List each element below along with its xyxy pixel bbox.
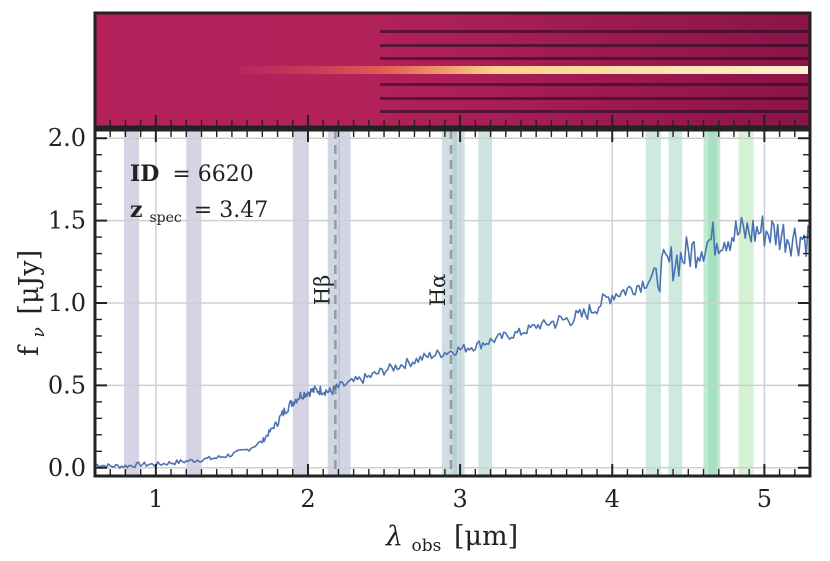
redshift-label: z [130,197,143,223]
spectrum-2d-dark-row [380,83,808,86]
spectrum-line [95,215,810,469]
redshift-sub: spec [150,210,182,226]
y-tick-label: 1.5 [48,207,86,235]
emission-line-label: Hβ [310,275,334,305]
plot-frame [93,128,812,478]
x-tick-label: 2 [300,485,315,513]
spectrum-1d-plot: Hβ Hα 1 2 3 4 5 0.0 0.5 1.0 1.5 2.0 ID = 6620 z sp… [14,115,812,558]
redshift-annotation: z spec = 3.47 [130,197,268,228]
spectrum-2d-dark-row [380,110,808,113]
id-value: = 6620 [172,162,253,187]
x-tick-label: 4 [605,485,620,513]
y-axis-symbol: f [14,344,45,356]
spectrum-2d-dark-row [380,97,808,100]
spectrum-2d-trace [240,66,808,74]
x-axis-label: λ obs [μm] [385,521,518,558]
y-tick-label: 0.0 [48,454,86,482]
y-axis-unit: [μJy] [14,250,45,315]
tick-labels: 1 2 3 4 5 0.0 0.5 1.0 1.5 2.0 [48,124,772,513]
x-axis-unit: [μm] [454,521,518,552]
y-tick-label: 0.5 [48,371,86,399]
spectrum-2d-dark-row [380,44,808,47]
y-tick-label: 1.0 [48,289,86,317]
emission-line-markers: Hβ Hα [310,130,453,476]
x-axis-sub: obs [412,536,442,556]
x-axis-symbol: λ [385,521,403,552]
spectrum-2d-frame [93,11,812,129]
spectrum-2d-dark-row [380,57,808,60]
spectrum-2d-panel [93,11,812,129]
grid-lines [95,130,810,476]
id-annotation: ID = 6620 [130,161,254,187]
spectrum-2d-streaks [240,30,808,113]
redshift-value: = 3.47 [194,198,268,223]
spectrum-2d-dark-row [380,30,808,33]
y-tick-label: 2.0 [48,124,86,152]
emission-line-label: Hα [426,274,450,307]
x-tick-label: 5 [757,485,772,513]
id-label: ID [130,161,159,187]
y-axis-label: f ν [μJy] [14,250,51,356]
y-axis-sub: ν [29,327,49,337]
x-tick-label: 3 [452,485,467,513]
x-tick-label: 1 [148,485,163,513]
